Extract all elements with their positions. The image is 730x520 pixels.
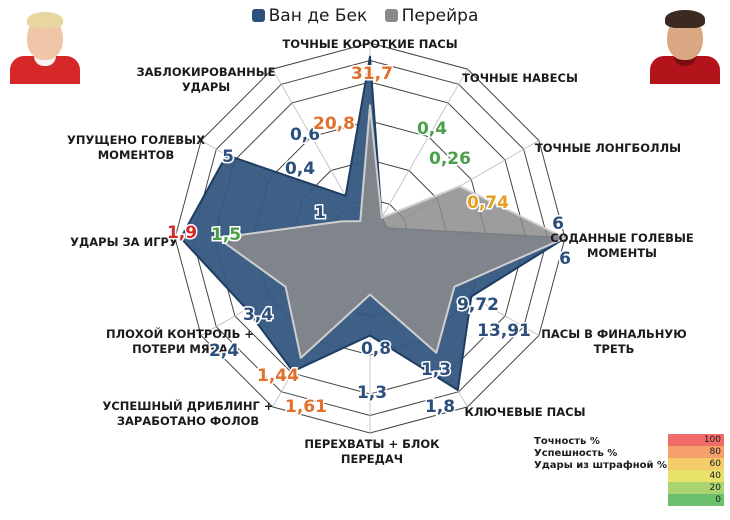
value-label-s1: 1,61 <box>285 397 327 417</box>
player-photo-left-icon <box>8 6 82 84</box>
value-label-s2: 9,72 <box>457 295 499 315</box>
value-label-s2: 0,8 <box>361 339 391 359</box>
radar-series <box>179 55 566 391</box>
value-label-s1: 1,3 <box>357 383 387 403</box>
legend-swatch-1 <box>251 9 265 22</box>
value-label-s2: 1,5 <box>211 225 241 245</box>
grid-spoke <box>369 68 468 239</box>
scale-row-label: Точность % <box>534 436 600 447</box>
legend-item-1[interactable]: Ван де Бек <box>251 6 368 26</box>
color-scale-legend: Точность % Успешность % Удары из штрафной … <box>534 434 724 508</box>
value-label-s1: 13,91 <box>477 321 531 341</box>
axis-label: ЗАБЛОКИРОВАННЫЕ УДАРЫ <box>136 65 275 94</box>
axis-labels: ТОЧНЫЕ КОРОТКИЕ ПАСЫ ТОЧНЫЕ НАВЕСЫ ТОЧНЫЕ … <box>67 37 694 466</box>
axis-label: УДАРЫ ЗА ИГРУ <box>70 235 178 249</box>
scale-level: 40 <box>668 470 724 482</box>
scale-level: 0 <box>668 494 724 506</box>
legend-label-2: Перейра <box>401 6 479 26</box>
chart-legend: Ван де Бек Перейра <box>0 6 730 26</box>
value-label-s1: 0,6 <box>290 125 320 145</box>
axis-label: КЛЮЧЕВЫЕ ПАСЫ <box>464 405 585 419</box>
axis-label: СОДАННЫЕ ГОЛЕВЫЕ МОМЕНТЫ <box>550 231 694 260</box>
value-label-s2: 0,4 <box>285 159 315 179</box>
legend-item-2[interactable]: Перейра <box>384 6 479 26</box>
value-label-s2: 1,3 <box>421 360 451 380</box>
scale-level: 60 <box>668 458 724 470</box>
legend-label-1: Ван де Бек <box>268 6 368 26</box>
axis-label: ПЕРЕХВАТЫ + БЛОК ПЕРЕДАЧ <box>304 437 440 466</box>
scale-level: 20 <box>668 482 724 494</box>
scale-row-label: Удары из штрафной % <box>534 460 668 471</box>
scale-level: 100 <box>668 434 724 446</box>
scale-row-label: Успешность % <box>534 448 618 459</box>
value-label-s1: 0,26 <box>429 149 471 169</box>
axis-label: ТОЧНЫЕ КОРОТКИЕ ПАСЫ <box>282 37 457 51</box>
axis-label: ПЛОХОЙ КОНТРОЛЬ + ПОТЕРИ МЯЧА <box>106 326 254 356</box>
value-label-s1: 6 <box>559 249 571 269</box>
value-label-s1: 1,9 <box>167 223 197 243</box>
legend-swatch-2 <box>384 9 398 22</box>
player-photo-right-icon <box>648 6 722 84</box>
axis-label: ПАСЫ В ФИНАЛЬНУЮ ТРЕТЬ <box>541 327 687 356</box>
value-label-s2: 3,4 <box>243 305 273 325</box>
scale-row-labels: Точность % Успешность % Удары из штрафной … <box>534 436 667 472</box>
value-label-s2: 1,44 <box>257 366 299 386</box>
axis-label: ТОЧНЫЕ НАВЕСЫ <box>462 71 578 85</box>
axis-label: УСПЕШНЫЙ ДРИБЛИНГ + ЗАРАБОТАНО ФОЛОВ <box>103 398 274 428</box>
value-label-s1: 2,4 <box>209 341 239 361</box>
value-label-s1: 0,4 <box>417 119 447 139</box>
value-label-s2: 6 <box>552 214 564 234</box>
value-labels: 31,7 0,4 0,26 6 13,91 1,8 1,3 1,61 2,4 1,9 5 0,620,… <box>165 63 572 419</box>
value-label-s2: 20,8 <box>313 114 355 134</box>
value-label-s1: 31,7 <box>351 64 393 84</box>
scale-bar: 100 80 60 40 20 0 <box>668 434 724 506</box>
axis-label: УПУЩЕНО ГОЛЕВЫХ МОМЕНТОВ <box>67 133 205 162</box>
value-label-s2: 1 <box>314 203 326 223</box>
scale-level: 80 <box>668 446 724 458</box>
series-area-2 <box>216 104 566 359</box>
value-label-s1: 5 <box>222 147 234 167</box>
value-label-s1: 1,8 <box>425 397 455 417</box>
axis-label: ТОЧНЫЕ ЛОНГБОЛЛЫ <box>535 141 681 155</box>
value-label-s2: 0,74 <box>467 193 509 213</box>
